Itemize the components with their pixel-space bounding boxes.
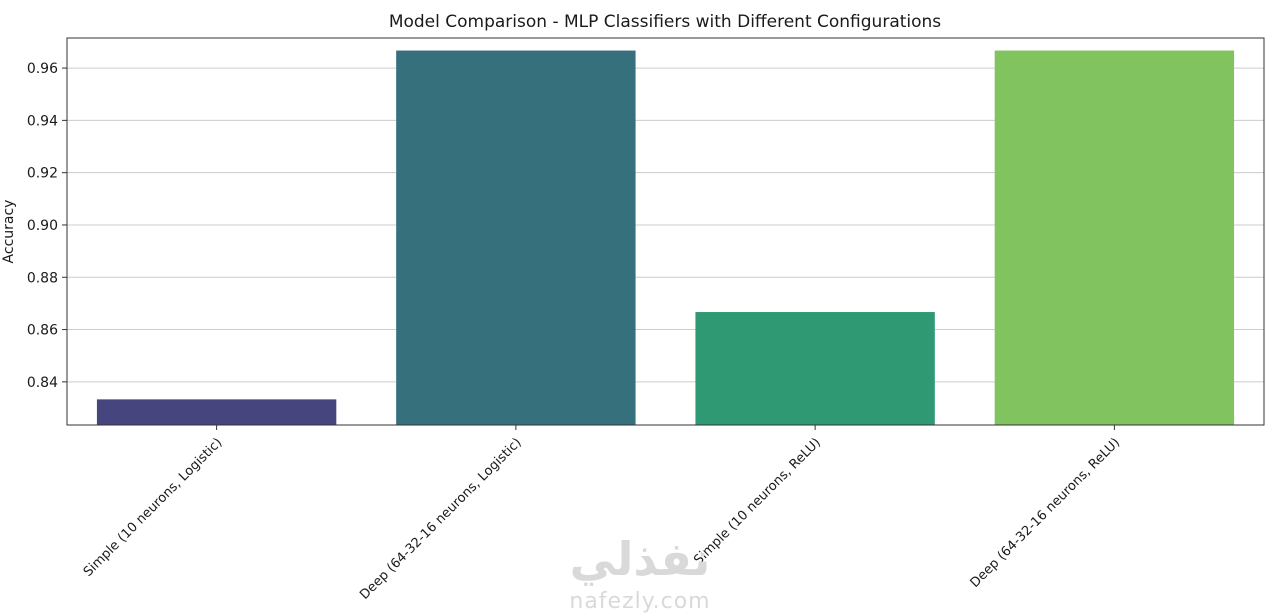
bar bbox=[994, 50, 1235, 425]
y-tick-label: 0.84 bbox=[27, 375, 58, 391]
x-tick-label: Simple (10 neurons, ReLU) bbox=[691, 435, 824, 568]
plot-frame bbox=[66, 37, 1265, 426]
watermark: نفذلي nafezly.com bbox=[569, 532, 710, 614]
grid bbox=[67, 67, 1264, 383]
bar bbox=[96, 399, 337, 425]
x-tick-label: Simple (10 neurons, Logistic) bbox=[81, 435, 226, 580]
x-tick-label: Deep (64-32-16 neurons, ReLU) bbox=[968, 435, 1124, 591]
chart-title: Model Comparison - MLP Classifiers with … bbox=[389, 12, 941, 32]
bars bbox=[96, 50, 1235, 425]
y-axis-label: Accuracy bbox=[1, 200, 17, 264]
y-tick-label: 0.94 bbox=[27, 113, 58, 129]
y-tick-label: 0.96 bbox=[27, 61, 58, 77]
y-tick-label: 0.88 bbox=[27, 270, 58, 286]
bar bbox=[695, 312, 935, 425]
y-axis-ticks: 0.84 0.86 0.88 0.90 0.92 0.94 0.96 bbox=[27, 61, 67, 391]
y-tick-label: 0.90 bbox=[27, 218, 58, 234]
bar bbox=[396, 50, 636, 425]
watermark-latin: nafezly.com bbox=[569, 589, 710, 614]
x-tick-label: Deep (64-32-16 neurons, Logistic) bbox=[357, 435, 525, 603]
y-tick-label: 0.92 bbox=[27, 166, 58, 182]
y-tick-label: 0.86 bbox=[27, 323, 58, 339]
watermark-arabic: نفذلي bbox=[570, 532, 711, 586]
